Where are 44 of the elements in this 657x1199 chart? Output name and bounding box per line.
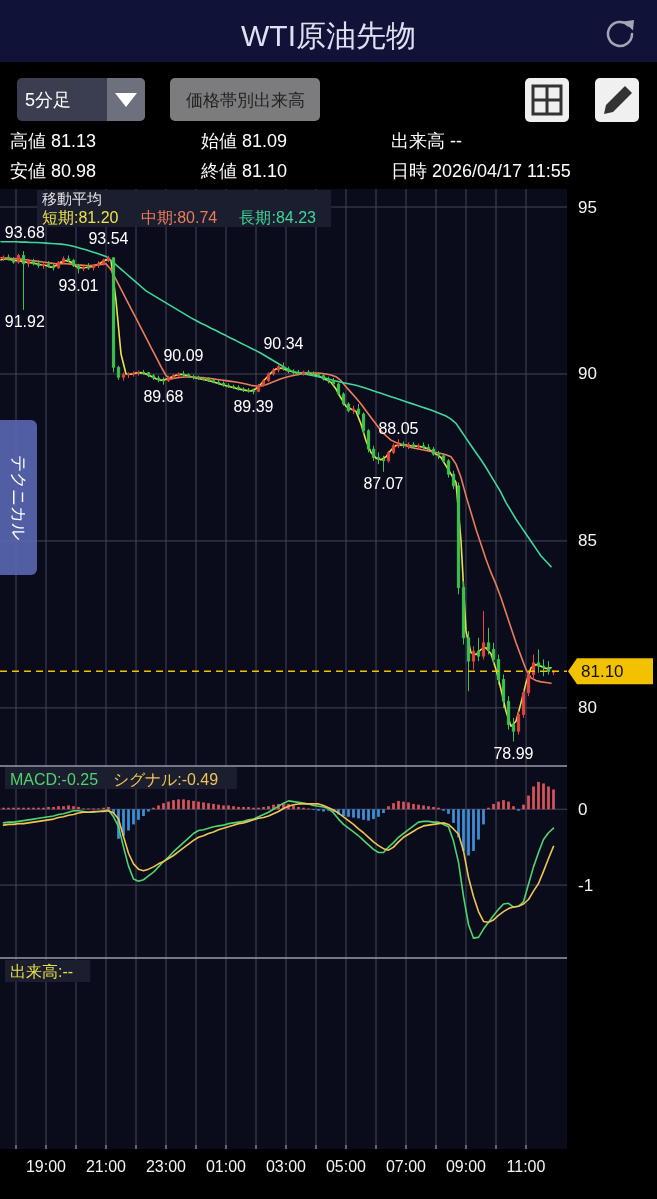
text: 短期:81.20 xyxy=(42,208,119,226)
price-tag: 81.10 xyxy=(568,658,653,685)
legend-title: 移動平均 xyxy=(42,189,102,207)
annotation: 87.07 xyxy=(363,475,404,493)
text: 中期:80.74 xyxy=(140,208,218,226)
y-tick-label: 80 xyxy=(578,698,597,718)
text: 出来高 -- xyxy=(391,131,462,151)
x-tick-label: 07:00 xyxy=(385,1157,427,1175)
y-tick-label: 0 xyxy=(578,799,588,819)
annotation: 93.54 xyxy=(88,230,129,248)
y-tick-label: -1 xyxy=(578,875,594,895)
text: 安値 80.98 xyxy=(10,161,97,181)
text: 日時 2026/04/17 11:55 xyxy=(391,161,571,181)
x-tick-label: 19:00 xyxy=(25,1157,67,1175)
y-tick-label: 85 xyxy=(578,531,597,551)
text: 出来高:-- xyxy=(10,962,74,980)
annotation: 90.34 xyxy=(263,335,304,353)
series-label: シグナル:-0.49 xyxy=(113,770,219,788)
x-tick-label: 11:00 xyxy=(506,1157,546,1175)
x-tick-label: 01:00 xyxy=(205,1157,247,1175)
text: 長期:84.23 xyxy=(239,208,317,226)
text: 始値 81.09 xyxy=(201,131,288,151)
x-tick-label: 05:00 xyxy=(325,1157,367,1175)
x-tick-label: 23:00 xyxy=(145,1157,187,1175)
button: 価格帯別出来高 xyxy=(170,78,320,121)
annotation: 93.01 xyxy=(58,276,99,294)
annotation: 78.99 xyxy=(493,745,534,763)
annotation: テクニカル xyxy=(8,454,28,540)
text: 高値 81.13 xyxy=(10,131,97,151)
annotation: 91.92 xyxy=(4,313,45,331)
series-label: MACD:-0.25 xyxy=(10,770,99,788)
annotation: 89.39 xyxy=(233,397,274,415)
y-tick-label: 90 xyxy=(578,364,597,384)
y-tick-label: 95 xyxy=(578,197,597,217)
chart-title: WTI原油先物 xyxy=(241,18,416,52)
text: 終値 81.10 xyxy=(200,161,288,181)
annotation: 88.05 xyxy=(378,419,419,437)
dropdown: 5分足 xyxy=(17,78,145,121)
side-tab: テクニカル xyxy=(0,420,37,575)
x-tick-label: 09:00 xyxy=(445,1157,487,1175)
annotation: 90.09 xyxy=(163,347,204,365)
annotation: 89.68 xyxy=(143,388,184,406)
x-tick-label: 03:00 xyxy=(265,1157,307,1175)
x-tick-label: 21:00 xyxy=(85,1157,127,1175)
